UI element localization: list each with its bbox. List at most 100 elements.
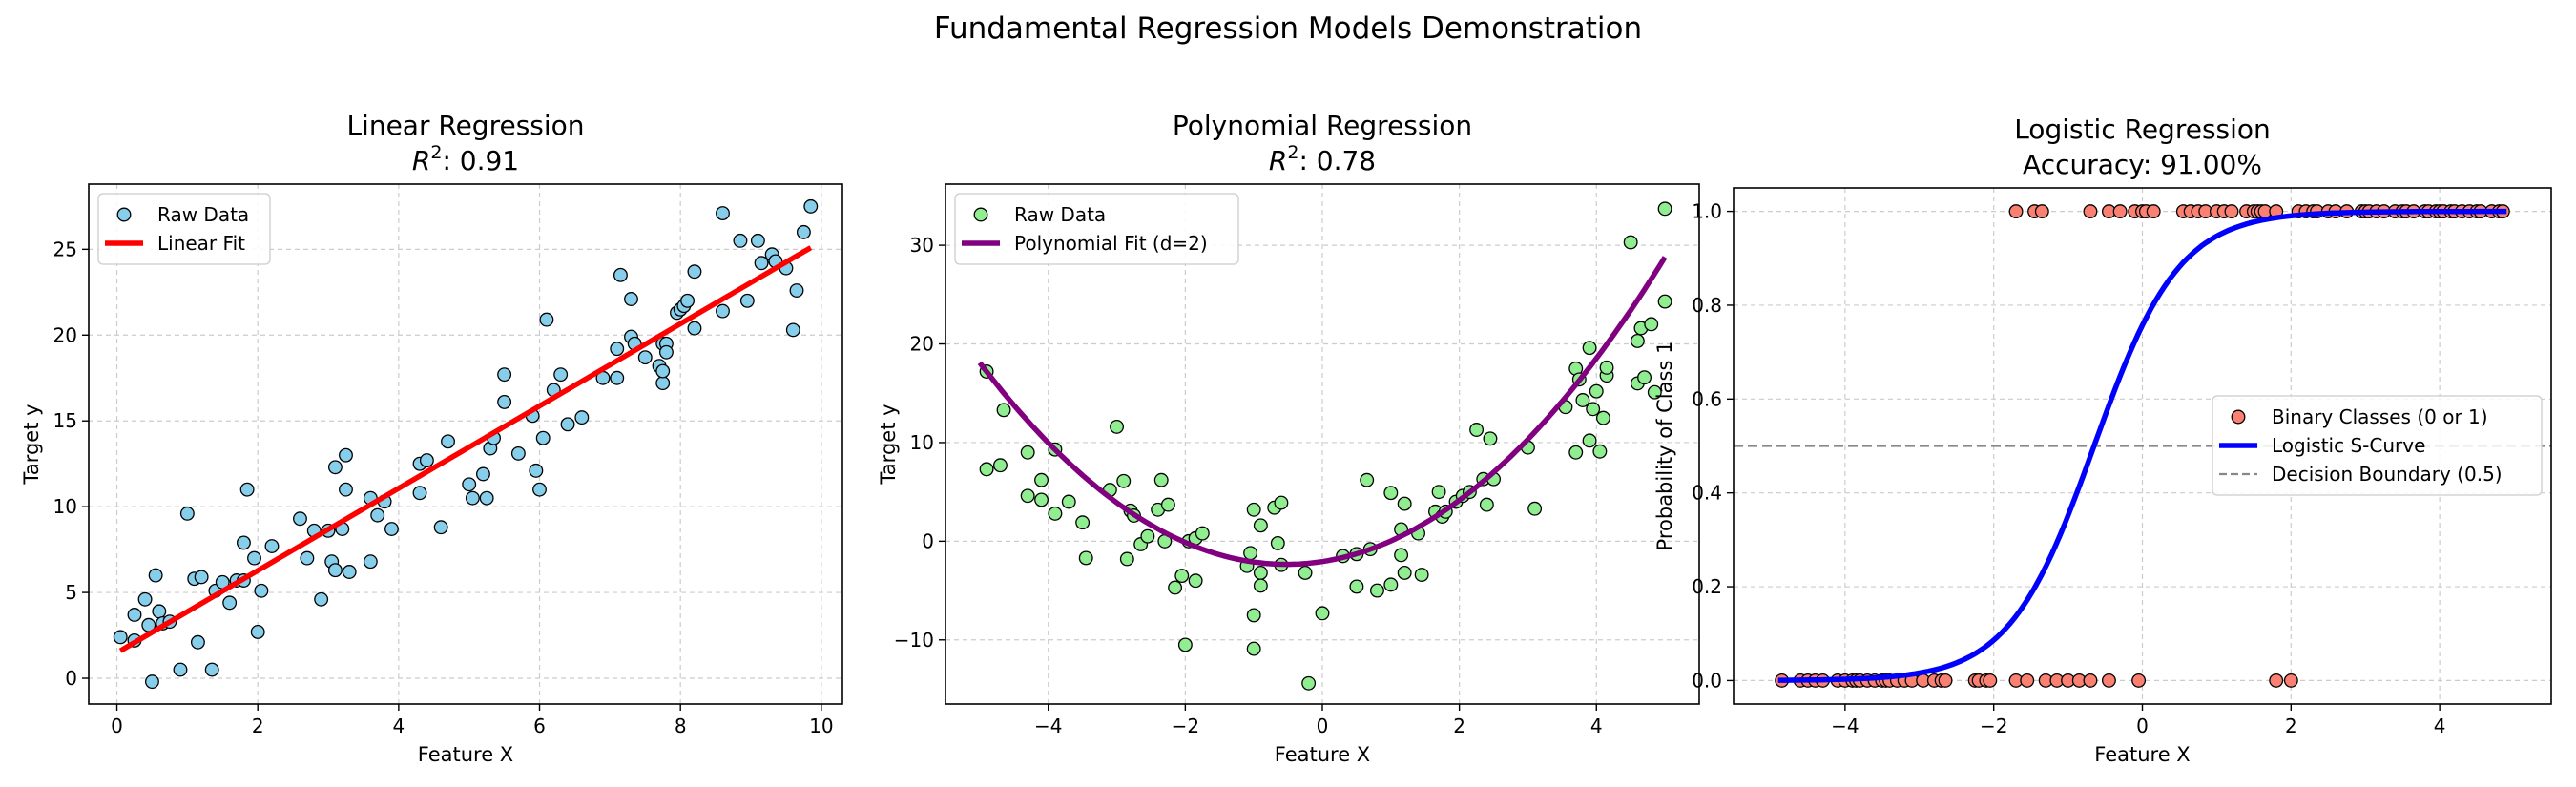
data-point — [1370, 583, 1384, 598]
data-point — [553, 367, 569, 383]
y-axis-label: Target y — [877, 404, 900, 485]
data-point — [148, 568, 163, 583]
legend-label: Decision Boundary (0.5) — [2272, 463, 2503, 486]
panel-2: −4 −2 0 2 4 −10 0 10 20 30 Feature X Target y Polyno… — [877, 110, 1700, 766]
x-axis-label: Feature X — [1275, 743, 1370, 766]
x-tick-label: 2 — [2285, 715, 2297, 737]
plot-area — [1734, 204, 2551, 688]
y-tick-label: 15 — [53, 409, 77, 432]
data-point — [1034, 492, 1049, 507]
x-tick-label: −4 — [1831, 715, 1859, 737]
subtitle-superscript: 2 — [430, 142, 442, 163]
legend-label: Raw Data — [157, 203, 249, 226]
y-tick-label: 10 — [910, 431, 934, 454]
y-tick-label: 0 — [922, 529, 934, 552]
data-point — [327, 563, 343, 578]
data-point — [1349, 579, 1364, 594]
data-point — [127, 608, 142, 622]
data-point — [254, 583, 269, 598]
data-point-class-1 — [2008, 204, 2024, 219]
data-point — [1246, 502, 1261, 517]
data-point — [687, 264, 702, 280]
x-tick-label: 4 — [392, 715, 405, 737]
data-point — [1119, 551, 1134, 567]
legend: Raw Data Polynomial Fit (d=2) — [954, 193, 1239, 265]
data-point — [384, 522, 399, 536]
data-point — [1078, 550, 1093, 566]
y-tick-label: 0.0 — [1692, 669, 1722, 692]
legend-marker-points — [116, 207, 132, 222]
data-point — [785, 322, 800, 338]
data-point — [1586, 402, 1601, 417]
data-point — [1360, 472, 1375, 487]
chart-title: Logistic Regression — [2014, 114, 2271, 145]
data-point — [1020, 445, 1035, 460]
data-point-class-1 — [2034, 204, 2049, 219]
data-point — [1383, 486, 1399, 501]
data-point — [1637, 370, 1652, 385]
data-point — [264, 539, 280, 553]
x-tick-label: 2 — [1453, 715, 1465, 737]
data-point — [1270, 535, 1285, 550]
y-tick-label: 0.2 — [1692, 575, 1722, 598]
data-point — [1397, 496, 1412, 511]
data-point — [687, 321, 702, 336]
legend-label: Logistic S-Curve — [2272, 434, 2425, 457]
data-point-class-0 — [2131, 673, 2147, 688]
y-tick-label: 5 — [65, 581, 77, 604]
legend: Raw Data Linear Fit — [97, 193, 271, 265]
subtitle-symbol: R — [1269, 145, 1287, 176]
legend: Binary Classes (0 or 1) Logistic S-Curve D… — [2212, 395, 2543, 496]
x-tick-label: 2 — [252, 715, 264, 737]
data-point — [1592, 444, 1608, 459]
y-tick-label: 30 — [910, 234, 934, 257]
data-point — [476, 466, 490, 482]
panel-3: −4 −2 0 2 4 0.0 0.2 0.4 0.6 0.8 1.0 Feature X Probab… — [1653, 114, 2552, 766]
data-point — [1246, 641, 1261, 656]
data-point — [1582, 433, 1597, 448]
data-point — [1195, 526, 1210, 541]
fit-line — [977, 256, 1668, 568]
data-point — [993, 458, 1008, 473]
data-point — [716, 206, 730, 221]
data-point — [152, 604, 167, 619]
data-point — [1243, 546, 1258, 561]
y-tick-label: 25 — [53, 238, 77, 260]
data-point — [739, 293, 755, 308]
data-point — [1246, 608, 1261, 623]
x-tick-label: 0 — [2136, 715, 2149, 737]
y-tick-label: 0.6 — [1692, 387, 1722, 410]
data-point — [1582, 341, 1597, 356]
x-tick-label: −2 — [1980, 715, 2007, 737]
data-point — [1174, 569, 1190, 584]
data-point — [1298, 566, 1313, 580]
data-point-class-0 — [2020, 673, 2035, 688]
data-point — [996, 403, 1011, 418]
data-point — [979, 462, 994, 477]
legend-marker-points — [973, 207, 988, 222]
data-point-class-1 — [2112, 204, 2128, 219]
data-point — [1568, 445, 1584, 460]
data-point — [250, 625, 265, 639]
data-point — [1431, 485, 1446, 500]
data-point — [342, 565, 357, 579]
data-point — [1253, 578, 1268, 593]
data-point — [1020, 488, 1035, 504]
subtitle-superscript: 2 — [1287, 142, 1298, 163]
data-point — [532, 482, 547, 497]
data-point — [222, 595, 238, 611]
data-point — [1469, 423, 1485, 437]
data-point — [1647, 384, 1662, 400]
legend-box — [2212, 395, 2543, 496]
data-point — [465, 490, 480, 506]
data-point — [1160, 497, 1175, 512]
x-tick-label: 0 — [111, 715, 123, 737]
data-point-class-1 — [2146, 204, 2161, 219]
data-point — [610, 342, 625, 357]
data-point — [754, 256, 769, 271]
legend-marker-points — [2231, 409, 2246, 425]
data-point — [419, 453, 434, 468]
data-point-class-1 — [2083, 204, 2098, 219]
